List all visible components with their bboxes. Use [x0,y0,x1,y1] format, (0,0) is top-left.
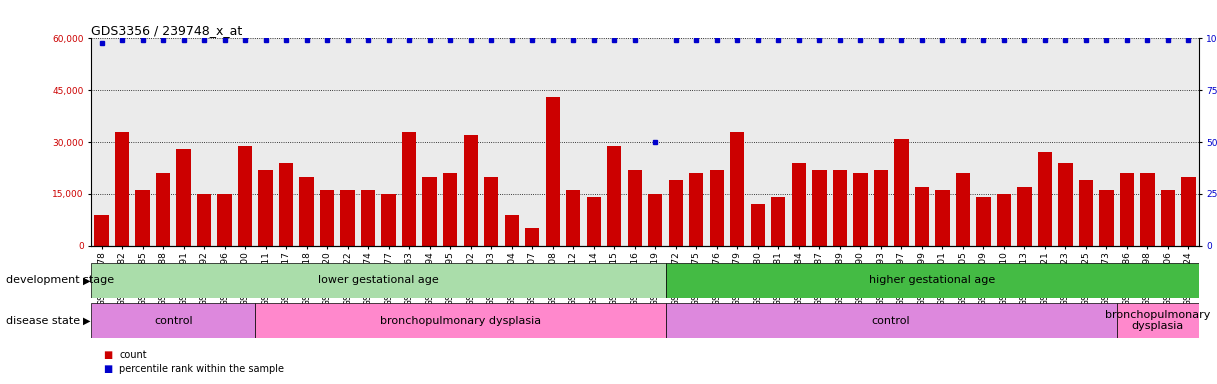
Text: bronchopulmonary
dysplasia: bronchopulmonary dysplasia [1105,310,1211,331]
Bar [976,197,991,246]
Bar [853,173,868,246]
Bar [666,263,1199,298]
Bar [710,170,724,246]
Bar [997,194,1011,246]
Text: GDS3356 / 239748_x_at: GDS3356 / 239748_x_at [91,24,242,37]
Bar [176,149,191,246]
Bar [1038,152,1053,246]
Bar [812,170,826,246]
Text: control: control [871,316,910,326]
Bar [772,197,785,246]
Bar [256,303,666,338]
Bar [91,263,666,298]
Bar [668,180,683,246]
Bar [607,146,622,246]
Bar [258,170,273,246]
Bar [545,97,560,246]
Bar [1140,173,1155,246]
Bar [156,173,170,246]
Text: ▶: ▶ [83,316,90,326]
Bar [279,163,293,246]
Bar [894,139,909,246]
Bar [1017,187,1032,246]
Text: bronchopulmonary dysplasia: bronchopulmonary dysplasia [380,316,542,326]
Bar [237,146,252,246]
Bar [666,303,1117,338]
Bar [361,190,375,246]
Bar [791,163,806,246]
Bar [689,173,703,246]
Bar [1099,190,1114,246]
Text: ■: ■ [103,350,113,360]
Bar [730,132,745,246]
Bar [422,177,437,246]
Bar [1117,303,1199,338]
Bar [320,190,335,246]
Bar [505,215,518,246]
Bar [443,173,458,246]
Text: count: count [119,350,147,360]
Bar [1120,173,1134,246]
Bar [955,173,970,246]
Bar [628,170,641,246]
Bar [299,177,314,246]
Text: disease state: disease state [6,316,80,326]
Bar [832,170,847,246]
Bar [91,303,256,338]
Text: percentile rank within the sample: percentile rank within the sample [119,364,285,374]
Bar [525,228,539,246]
Text: control: control [155,316,192,326]
Bar [218,194,231,246]
Bar [751,204,765,246]
Text: development stage: development stage [6,275,114,285]
Bar [381,194,396,246]
Bar [935,190,949,246]
Bar [566,190,581,246]
Bar [341,190,355,246]
Bar [95,215,108,246]
Bar [1078,180,1093,246]
Bar [114,132,129,246]
Bar [135,190,150,246]
Bar [402,132,416,246]
Bar [484,177,499,246]
Text: lower gestational age: lower gestational age [318,275,439,285]
Bar [915,187,929,246]
Bar [1059,163,1072,246]
Bar [1161,190,1176,246]
Bar [587,197,601,246]
Text: higher gestational age: higher gestational age [869,275,996,285]
Text: ■: ■ [103,364,113,374]
Bar [1182,177,1195,246]
Bar [874,170,888,246]
Bar [197,194,212,246]
Text: ▶: ▶ [83,275,90,285]
Bar [649,194,662,246]
Bar [464,135,478,246]
